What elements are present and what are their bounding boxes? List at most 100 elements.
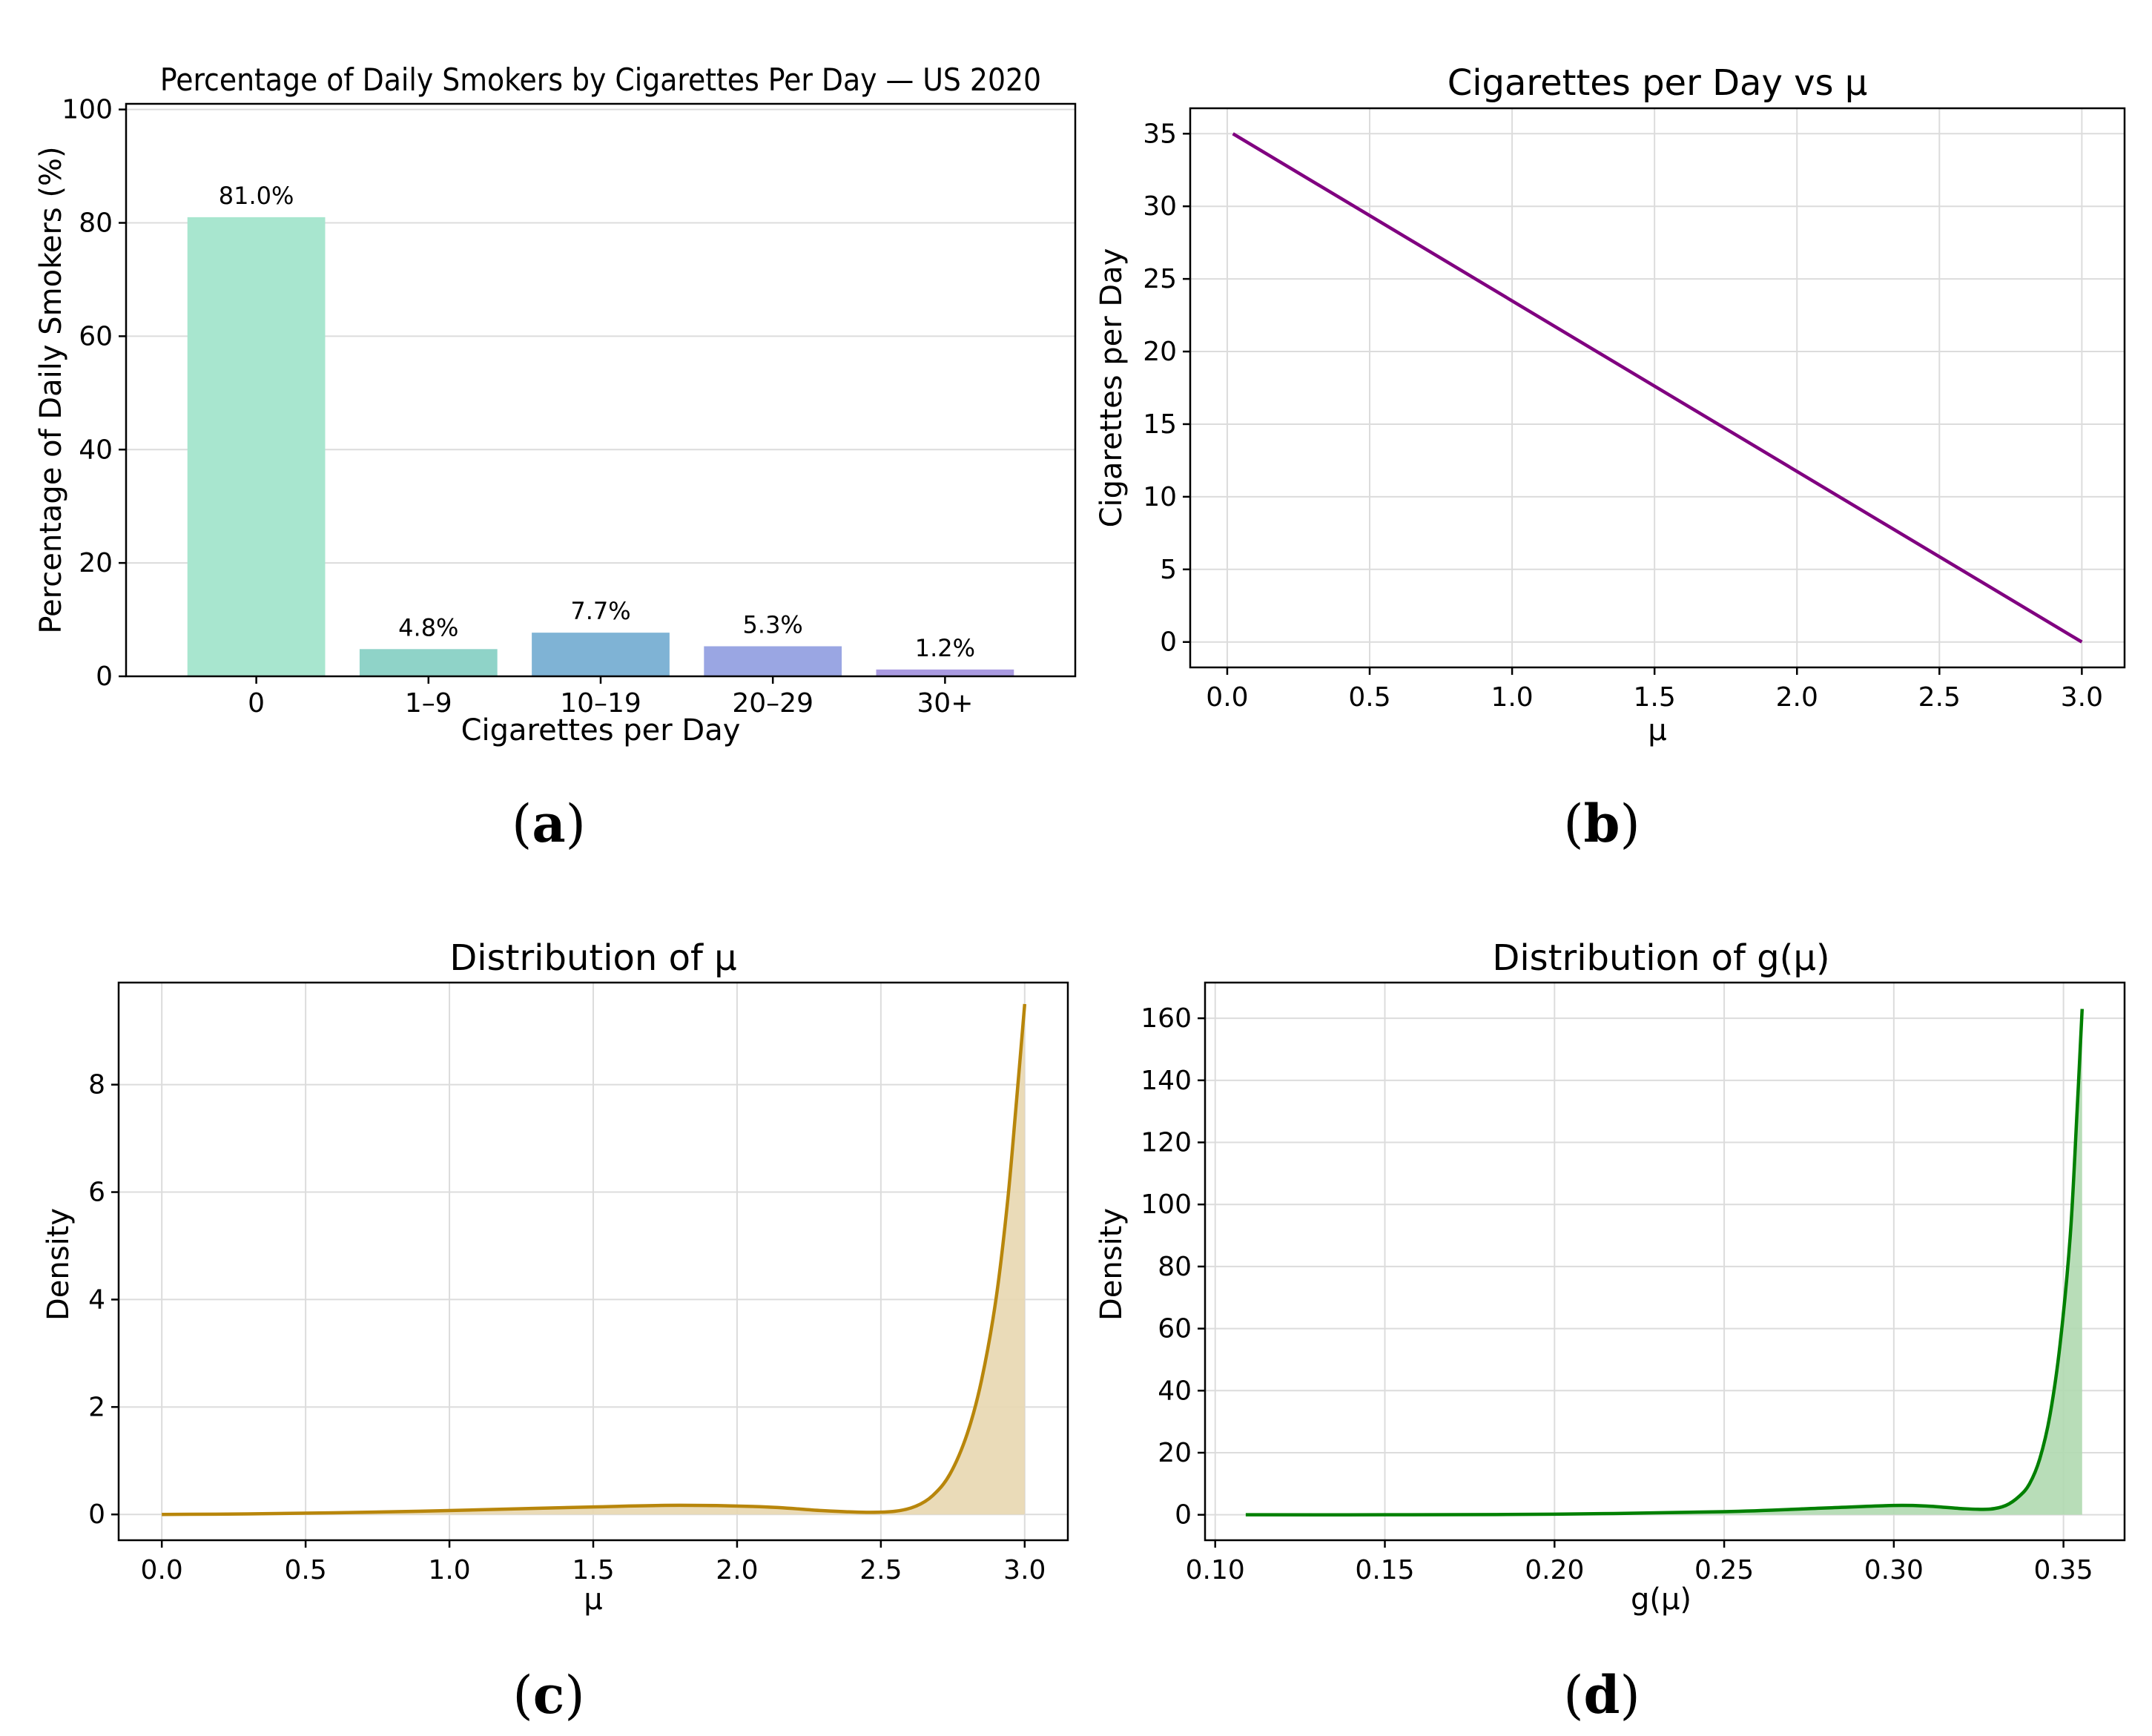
chart-a-ytick-label: 0 [96, 661, 113, 692]
chart-d-ytick-label: 120 [1141, 1128, 1192, 1158]
chart-d-ytick-label: 160 [1141, 1003, 1192, 1034]
chart-a-xtick-label: 30+ [917, 688, 973, 719]
chart-b-frame [1189, 107, 2126, 669]
chart-b-title: Cigarettes per Day vs μ [1448, 62, 1868, 104]
chart-a-ytick-label: 60 [79, 321, 113, 352]
chart-a-x-ticks: 0 1–9 10–19 20–29 30+ [248, 676, 973, 719]
chart-a-xlabel: Cigarettes per Day [461, 713, 741, 747]
chart-a-ytick-label: 20 [79, 548, 113, 578]
chart-c-xtick-label: 0.0 [141, 1555, 183, 1585]
chart-b-ytick-label: 20 [1143, 337, 1177, 367]
chart-b-ytick-label: 0 [1160, 627, 1177, 658]
chart-c-ytick-label: 6 [88, 1178, 105, 1208]
chart-b-xtick-label: 2.0 [1776, 682, 1818, 713]
chart-b-gridlines [1190, 108, 2125, 667]
chart-a-ytick-label: 80 [79, 208, 113, 239]
chart-a-bars [187, 217, 1014, 676]
chart-c-xtick-label: 2.0 [716, 1555, 758, 1585]
chart-d-ytick-label: 140 [1141, 1066, 1192, 1096]
chart-d-ytick-label: 100 [1141, 1189, 1192, 1220]
chart-a-title: Percentage of Daily Smokers by Cigarette… [160, 62, 1041, 98]
chart-a-bar-value-label: 81.0% [219, 182, 294, 210]
chart-a-bar [359, 649, 498, 676]
chart-c-series [162, 1003, 1027, 1516]
chart-c-ytick-label: 2 [88, 1392, 105, 1422]
chart-c-ytick-label: 0 [88, 1499, 105, 1530]
chart-b-ytick-label: 5 [1160, 555, 1177, 585]
chart-a-bar [532, 633, 670, 676]
chart-d-frame [1204, 981, 2126, 1542]
chart-a-bar-value-label: 7.7% [570, 597, 630, 625]
chart-c-density-line [162, 1003, 1027, 1516]
chart-d-xtick-label: 0.10 [1186, 1555, 1245, 1585]
chart-b-ytick-label: 15 [1143, 409, 1177, 440]
chart-d-xtick-label: 0.35 [2034, 1555, 2093, 1585]
chart-a-bar-value-label: 1.2% [915, 634, 975, 662]
panel-c-letter: c [533, 1664, 565, 1726]
chart-a-bar [704, 646, 842, 676]
panel-d-density-chart: Distribution of g(μ) 0 20 40 60 80 100 120 140 1… [1095, 937, 2126, 1726]
chart-d-density-line [1245, 1009, 2085, 1516]
chart-a-y-ticks: 0 20 40 60 80 100 [62, 95, 126, 692]
chart-d-series [1245, 1009, 2085, 1516]
chart-c-y-ticks: 0 2 4 6 8 [88, 1070, 119, 1530]
chart-b-xtick-label: 3.0 [2061, 682, 2103, 713]
chart-a-bar-labels: 81.0% 4.8% 7.7% 5.3% 1.2% [219, 182, 975, 662]
chart-b-xtick-label: 0.5 [1348, 682, 1390, 713]
chart-b-line [1232, 132, 2083, 644]
chart-d-ytick-label: 20 [1158, 1438, 1192, 1468]
panel-b-label: (b) [1563, 793, 1640, 854]
chart-d-xtick-label: 0.30 [1864, 1555, 1924, 1585]
chart-b-ytick-label: 10 [1143, 482, 1177, 512]
chart-b-xlabel: μ [1648, 713, 1666, 747]
chart-d-ytick-label: 60 [1158, 1314, 1192, 1344]
panel-a-bar-chart: Percentage of Daily Smokers by Cigarette… [34, 62, 1077, 854]
chart-b-xtick-label: 1.5 [1634, 682, 1676, 713]
chart-d-xtick-label: 0.15 [1355, 1555, 1414, 1585]
chart-c-gridlines [119, 983, 1068, 1540]
chart-c-xtick-label: 1.0 [428, 1555, 470, 1585]
chart-b-xtick-label: 0.0 [1206, 682, 1248, 713]
panel-d-label: (d) [1563, 1664, 1640, 1726]
chart-d-ytick-label: 40 [1158, 1376, 1192, 1406]
chart-b-y-ticks: 0 5 10 15 20 25 30 35 [1143, 119, 1190, 658]
panel-d-letter: d [1584, 1664, 1620, 1726]
chart-c-ylabel: Density [42, 1208, 76, 1321]
chart-c-ytick-label: 8 [88, 1070, 105, 1100]
panel-b-line-chart: Cigarettes per Day vs μ 0 5 10 15 20 25 30 35 0… [1095, 62, 2126, 854]
chart-a-bar [876, 669, 1014, 676]
chart-d-ytick-label: 80 [1158, 1252, 1192, 1282]
panel-c-label: (c) [512, 1664, 584, 1726]
chart-d-title: Distribution of g(μ) [1492, 937, 1829, 979]
panel-a-letter: a [532, 793, 565, 854]
chart-d-y-ticks: 0 20 40 60 80 100 120 140 160 [1141, 1003, 1205, 1531]
chart-c-x-ticks: 0.0 0.5 1.0 1.5 2.0 2.5 3.0 [141, 1540, 1046, 1585]
chart-d-xlabel: g(μ) [1631, 1582, 1691, 1617]
chart-a-ylabel: Percentage of Daily Smokers (%) [34, 146, 68, 633]
chart-d-gridlines [1205, 983, 2125, 1540]
chart-b-ytick-label: 30 [1143, 191, 1177, 222]
chart-b-ytick-label: 35 [1143, 119, 1177, 149]
chart-d-x-ticks: 0.10 0.15 0.20 0.25 0.30 0.35 [1186, 1540, 2093, 1585]
chart-b-ytick-label: 25 [1143, 264, 1177, 294]
chart-a-xtick-label: 10–19 [560, 688, 641, 719]
chart-a-bar [187, 217, 326, 676]
chart-b-ylabel: Cigarettes per Day [1095, 248, 1129, 528]
chart-b-xtick-label: 1.0 [1491, 682, 1533, 713]
chart-c-title: Distribution of μ [449, 937, 736, 979]
panel-a-label: (a) [512, 793, 586, 854]
panel-c-density-chart: Distribution of μ 0 2 4 6 8 0.0 0.5 1.0 1.5 2.0 2… [42, 937, 1069, 1726]
chart-a-xtick-label: 20–29 [732, 688, 813, 719]
chart-c-xtick-label: 3.0 [1003, 1555, 1046, 1585]
chart-c-xlabel: μ [584, 1582, 602, 1617]
chart-c-xtick-label: 1.5 [572, 1555, 614, 1585]
chart-d-ylabel: Density [1095, 1208, 1129, 1321]
chart-d-area-fill [1245, 1009, 2082, 1515]
chart-b-xtick-label: 2.5 [1918, 682, 1961, 713]
chart-a-xtick-label: 0 [248, 688, 265, 719]
chart-a-ytick-label: 40 [79, 435, 113, 465]
chart-c-xtick-label: 0.5 [284, 1555, 326, 1585]
chart-b-series [1232, 132, 2083, 644]
chart-c-xtick-label: 2.5 [859, 1555, 902, 1585]
